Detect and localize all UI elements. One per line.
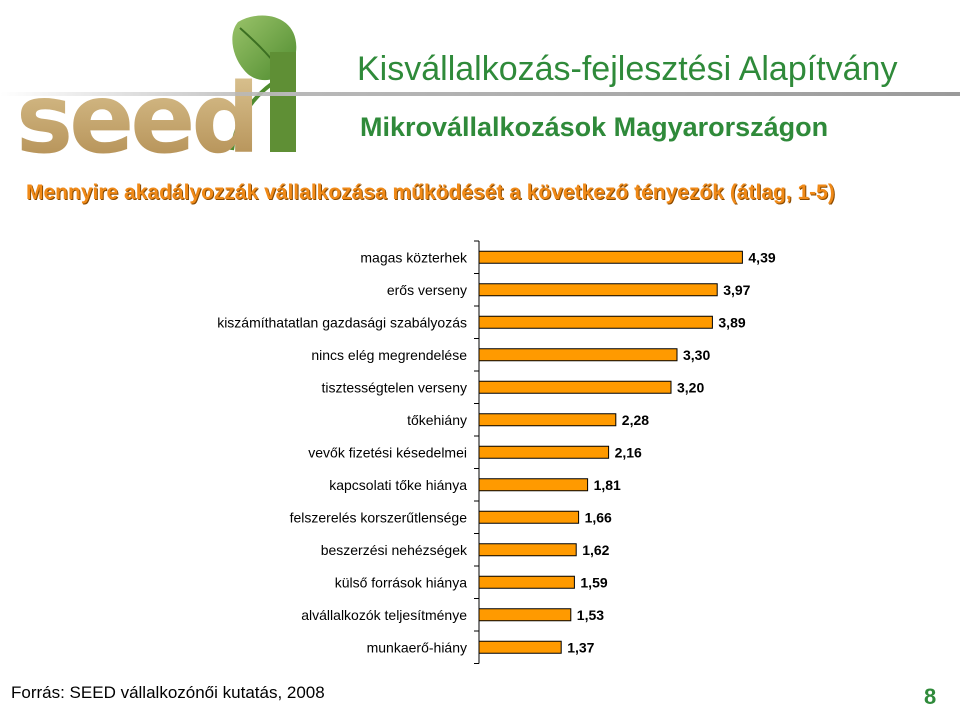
category-labels: magas közterhek erős verseny kiszámíthatat…	[217, 249, 468, 655]
seed-logo: seed	[16, 15, 297, 175]
category-label: vevők fizetési késedelmei	[308, 444, 467, 460]
category-label: kiszámíthatatlan gazdasági szabályozás	[217, 314, 467, 330]
logo-text: seed	[16, 63, 256, 175]
bar	[478, 250, 743, 264]
page-number: 8	[924, 684, 937, 709]
value-label: 3,97	[723, 282, 750, 298]
bar	[478, 575, 575, 589]
category-label: tőkehiány	[407, 412, 467, 428]
bars	[478, 250, 743, 654]
logo-bar	[270, 52, 296, 152]
category-label: tisztességtelen verseny	[321, 379, 467, 395]
bar	[478, 348, 678, 362]
chart-title: Mennyire akadályozzák vállalkozása működ…	[26, 181, 835, 204]
value-label: 1,37	[567, 639, 594, 655]
subtitle: Mikrovállalkozások Magyarországon	[360, 112, 829, 142]
value-label: 3,30	[683, 347, 710, 363]
value-label: 4,39	[748, 249, 775, 265]
value-labels: 4,39 3,97 3,89 3,30 3,20 2,28 2,16 1,81 1,66 1,62…	[567, 249, 776, 655]
bar	[478, 543, 577, 557]
value-label: 1,53	[577, 607, 604, 623]
bar	[478, 510, 580, 524]
value-label: 1,66	[585, 509, 612, 525]
category-label: felszerelés korszerűtlensége	[290, 509, 468, 525]
bar	[478, 640, 562, 654]
value-label: 2,16	[615, 444, 642, 460]
bar	[478, 283, 718, 297]
bar	[478, 478, 589, 492]
category-label: munkaerő-hiány	[367, 639, 467, 655]
value-label: 1,62	[582, 542, 609, 558]
category-axis	[474, 240, 480, 664]
category-label: magas közterhek	[360, 249, 468, 265]
category-label: beszerzési nehézségek	[321, 542, 468, 558]
category-label: kapcsolati tőke hiánya	[329, 477, 467, 493]
bar	[478, 608, 572, 622]
value-label: 1,81	[594, 477, 621, 493]
bar	[478, 315, 713, 329]
value-label: 3,89	[718, 314, 745, 330]
source-note: Forrás: SEED vállalkozónői kutatás, 2008	[11, 683, 325, 702]
category-label: külső források hiánya	[335, 574, 468, 590]
category-label: nincs elég megrendelése	[311, 347, 467, 363]
category-label: alvállalkozók teljesítménye	[301, 607, 467, 623]
value-label: 3,20	[677, 379, 704, 395]
header-band	[0, 92, 960, 96]
value-label: 1,59	[580, 574, 607, 590]
value-label: 2,28	[622, 412, 649, 428]
org-title: Kisvállalkozás-fejlesztési Alapítvány	[357, 50, 898, 88]
category-label: erős verseny	[387, 282, 467, 298]
bar	[478, 380, 672, 394]
bar	[478, 413, 617, 427]
bar	[478, 445, 610, 459]
